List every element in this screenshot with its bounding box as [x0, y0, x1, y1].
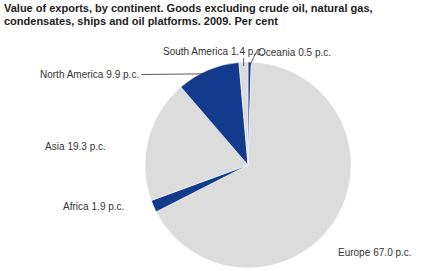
leader-line [243, 58, 244, 66]
label-category: North America [40, 69, 104, 80]
label-value: 0.5 p.c. [298, 47, 331, 58]
title: Value of exports, by continent. Goods ex… [4, 2, 373, 27]
slice [181, 62, 248, 165]
data-label: Africa1.9 p.c. [63, 201, 124, 212]
label-category: Europe [338, 247, 371, 258]
label-value: 9.9 p.c. [106, 69, 139, 80]
label-value: 67.0 p.c. [373, 247, 411, 258]
data-labels: Oceania0.5 p.c. Europe67.0 p.c. Africa1.9 … [40, 46, 412, 258]
slice [239, 62, 248, 165]
data-label: South America1.4 p.c. [163, 46, 264, 57]
title-line: condensates, ships and oil platforms. 20… [4, 15, 278, 27]
label-category: Asia [45, 141, 65, 152]
data-label: Oceania0.5 p.c. [258, 47, 331, 58]
chart: Value of exports, by continent. Goods ex… [0, 0, 427, 271]
data-label: Asia19.3 p.c. [45, 141, 106, 152]
label-category: South America [163, 46, 228, 57]
label-category: Africa [63, 201, 89, 212]
label-value: 1.4 p.c. [231, 46, 264, 57]
pie [145, 62, 351, 268]
label-value: 19.3 p.c. [67, 141, 105, 152]
label-value: 1.9 p.c. [92, 201, 125, 212]
data-label: Europe67.0 p.c. [338, 247, 412, 258]
data-label: North America9.9 p.c. [40, 69, 139, 80]
leader-line [141, 73, 209, 75]
title-line: Value of exports, by continent. Goods ex… [4, 2, 373, 14]
